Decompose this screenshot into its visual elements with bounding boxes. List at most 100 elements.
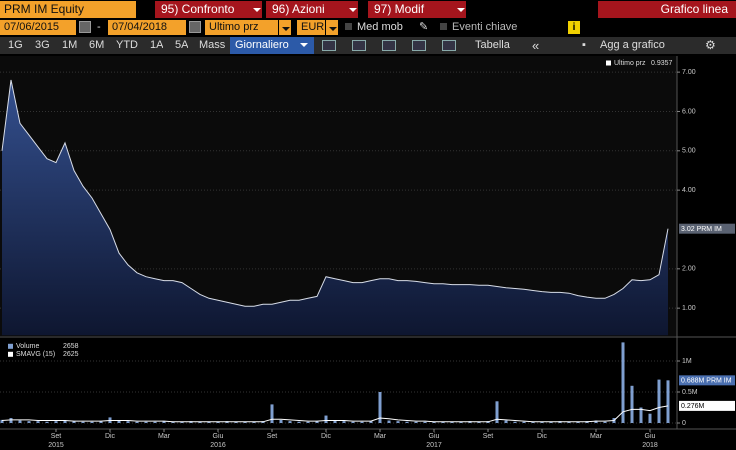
- bar: [252, 421, 256, 423]
- bar: [297, 421, 301, 423]
- option-label[interactable]: Med mob: [357, 21, 403, 33]
- calendar-icon[interactable]: [189, 21, 201, 33]
- checkbox[interactable]: [440, 23, 447, 30]
- tool-icon[interactable]: [412, 40, 426, 51]
- bar: [315, 421, 319, 423]
- chart-type-button[interactable]: Grafico linea: [598, 1, 736, 18]
- range-button[interactable]: 5A: [175, 39, 189, 51]
- currency-select[interactable]: EUR: [297, 20, 325, 35]
- x-tick-label: Giu: [213, 433, 224, 440]
- y-tick-label: 0: [682, 420, 686, 427]
- tool-icon[interactable]: [442, 40, 456, 51]
- area: [2, 80, 668, 336]
- settings-button[interactable]: ⚙: [705, 38, 716, 52]
- value-label-box: [679, 223, 735, 234]
- range-button[interactable]: 3G: [35, 39, 50, 51]
- info-button[interactable]: i: [568, 21, 580, 34]
- bar: [0, 419, 4, 423]
- dropdown-arrow[interactable]: [346, 1, 358, 18]
- bar: [639, 407, 643, 423]
- range-button[interactable]: 1G: [8, 39, 23, 51]
- legend-value: 2658: [63, 343, 79, 350]
- x-tick-label: Set: [267, 433, 278, 440]
- bar: [72, 421, 76, 423]
- bar: [207, 421, 211, 423]
- bar: [477, 421, 481, 423]
- tool-icon[interactable]: [382, 40, 396, 51]
- bar: [243, 421, 247, 423]
- checkbox[interactable]: [345, 23, 352, 30]
- start-date[interactable]: 07/06/2015: [0, 20, 76, 35]
- calendar-icon[interactable]: [79, 21, 91, 33]
- bar: [414, 421, 418, 423]
- x-year-label: 2018: [642, 442, 658, 449]
- frequency-select[interactable]: Giornaliero: [230, 37, 314, 54]
- legend-swatch: [606, 60, 611, 66]
- y-tick-label: 6.00: [682, 108, 696, 115]
- value-label-box: [679, 375, 735, 386]
- bar: [441, 421, 445, 423]
- bar: [198, 421, 202, 423]
- line: [1, 405, 669, 423]
- menu-button[interactable]: 95) Confronto: [155, 1, 250, 18]
- y-tick-label: 1.00: [682, 305, 696, 312]
- bar: [333, 420, 337, 423]
- dropdown-arrow[interactable]: [326, 20, 338, 35]
- tool-icon[interactable]: [352, 40, 366, 51]
- range-button[interactable]: Mass: [199, 39, 226, 51]
- value-label: 0.276M: [681, 403, 705, 410]
- x-tick-label: Dic: [537, 433, 548, 440]
- bar: [531, 421, 535, 423]
- x-tick-label: Set: [483, 433, 494, 440]
- bar: [603, 421, 607, 423]
- bar: [540, 421, 544, 423]
- option-label[interactable]: Eventi chiave: [452, 21, 518, 33]
- legend-value: 0.9357: [651, 60, 673, 67]
- dropdown-arrow[interactable]: [279, 20, 291, 35]
- bar: [576, 421, 580, 423]
- bar: [216, 421, 220, 423]
- range-button[interactable]: YTD: [116, 39, 138, 51]
- add-icon[interactable]: ▪: [582, 39, 586, 51]
- add-button[interactable]: Agg a grafico: [600, 39, 665, 51]
- bar: [567, 421, 571, 423]
- dropdown-arrow[interactable]: [250, 1, 262, 18]
- bar: [99, 421, 103, 423]
- bar: [378, 392, 382, 423]
- x-year-label: 2017: [426, 442, 442, 449]
- range-button[interactable]: 1A: [150, 39, 164, 51]
- collapse-button[interactable]: «: [532, 38, 540, 53]
- range-button[interactable]: 6M: [89, 39, 105, 51]
- y-tick-label: 0.5M: [682, 389, 698, 396]
- dropdown-arrow[interactable]: [300, 43, 308, 51]
- bar: [288, 421, 292, 423]
- y-tick-label: 4.00: [682, 187, 696, 194]
- bar: [351, 421, 355, 423]
- bar: [495, 401, 499, 423]
- value-label: 0.688M PRM IM: [681, 378, 732, 385]
- legend-label: Ultimo prz: [614, 60, 646, 67]
- tool-icon[interactable]: [322, 40, 336, 51]
- bar: [306, 421, 310, 423]
- field-select[interactable]: Ultimo prz: [205, 20, 278, 35]
- bar: [594, 420, 598, 423]
- bar: [549, 421, 553, 423]
- x-tick-label: Dic: [105, 433, 116, 440]
- value-label: 3.02 PRM IM: [681, 226, 722, 233]
- dropdown-arrow[interactable]: [454, 1, 466, 18]
- menu-button[interactable]: 96) Azioni: [266, 1, 346, 18]
- end-date[interactable]: 07/04/2018: [108, 20, 186, 35]
- pencil-icon[interactable]: ✎: [419, 21, 429, 33]
- bar: [153, 421, 157, 423]
- bar: [423, 421, 427, 423]
- value-label-box: [679, 400, 735, 411]
- menu-button[interactable]: 97) Modif: [368, 1, 454, 18]
- security-field[interactable]: PRM IM Equity: [0, 1, 136, 18]
- table-button[interactable]: Tabella: [475, 39, 510, 51]
- bar: [621, 342, 625, 423]
- x-tick-label: Dic: [321, 433, 332, 440]
- bar: [324, 415, 328, 423]
- bar: [90, 421, 94, 423]
- range-button[interactable]: 1M: [62, 39, 78, 51]
